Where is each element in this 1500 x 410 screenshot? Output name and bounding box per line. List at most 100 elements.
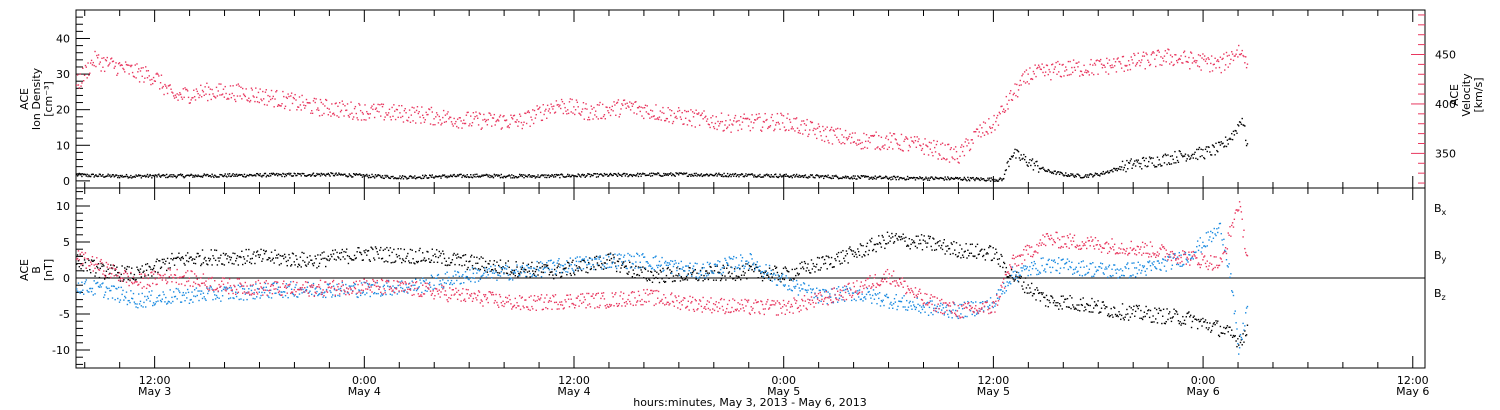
density-point — [631, 175, 634, 178]
velocity-point — [225, 92, 227, 95]
bx-point — [817, 269, 820, 271]
velocity-point — [694, 126, 696, 128]
velocity-point — [893, 133, 896, 135]
top-panel-frame — [75, 9, 1426, 189]
bx-point — [220, 254, 222, 256]
velocity-point — [87, 62, 89, 64]
density-point — [748, 173, 751, 176]
velocity-series — [76, 44, 1249, 164]
density-point — [1073, 176, 1076, 178]
by-point — [515, 268, 517, 271]
density-point — [718, 172, 720, 175]
bx-point — [489, 260, 491, 262]
velocity-point — [488, 112, 490, 114]
by-point — [159, 294, 161, 297]
velocity-point — [443, 121, 446, 123]
velocity-point — [1131, 59, 1133, 61]
density-point — [86, 173, 88, 176]
bx-point — [788, 279, 791, 281]
density-point — [1127, 161, 1130, 164]
bx-point — [542, 271, 544, 274]
b-tick-label: -5 — [59, 308, 70, 321]
bx-point — [928, 237, 931, 240]
velocity-point — [179, 93, 182, 96]
velocity-point — [857, 139, 859, 141]
bx-point — [271, 259, 274, 261]
density-point — [1086, 176, 1088, 178]
bx-point — [352, 259, 355, 261]
bx-point — [1104, 307, 1106, 310]
bx-point — [741, 265, 744, 267]
bx-point — [774, 267, 777, 270]
density-point — [889, 176, 891, 179]
density-point — [79, 173, 81, 176]
velocity-point — [1127, 60, 1130, 62]
density-point — [862, 175, 864, 177]
density-point — [207, 175, 210, 178]
density-point — [786, 175, 788, 178]
bx-point — [108, 277, 110, 279]
by-point — [421, 277, 424, 280]
by-point — [773, 272, 775, 275]
velocity-point — [993, 114, 995, 117]
density-point — [410, 175, 413, 178]
bx-point — [460, 257, 462, 259]
bx-point — [374, 246, 377, 248]
velocity-point — [1238, 44, 1240, 47]
by-point — [391, 294, 393, 296]
velocity-point — [245, 88, 247, 90]
bx-point — [337, 256, 339, 258]
bx-point — [145, 263, 147, 266]
density-point — [1212, 145, 1215, 147]
bx-point — [1167, 318, 1169, 321]
by-point — [124, 297, 127, 299]
bx-point — [193, 262, 195, 265]
by-point — [755, 263, 758, 266]
velocity-point — [850, 142, 852, 144]
bx-point — [737, 275, 739, 278]
density-point — [505, 175, 508, 178]
b-tick-label: 10 — [56, 200, 70, 213]
bx-point — [662, 267, 664, 270]
bx-point — [235, 257, 238, 260]
bx-point — [515, 261, 517, 263]
bx-point — [1182, 322, 1185, 325]
bx-point — [462, 255, 464, 257]
by-point — [657, 264, 660, 266]
bx-point — [503, 272, 505, 274]
by-point — [261, 291, 263, 294]
bx-point — [274, 249, 276, 251]
bx-point — [597, 264, 600, 267]
density-point — [620, 174, 622, 176]
by-point — [503, 273, 505, 275]
velocity-point — [665, 117, 668, 120]
density-point — [232, 173, 234, 175]
bx-point — [280, 262, 282, 265]
density-point — [1222, 142, 1224, 144]
velocity-point — [156, 72, 158, 75]
velocity-point — [470, 125, 473, 127]
bx-point — [1008, 276, 1010, 278]
by-point — [806, 291, 808, 294]
velocity-point — [373, 103, 375, 106]
density-point — [977, 177, 980, 180]
by-point — [634, 267, 636, 269]
by-point — [111, 297, 114, 299]
density-point — [599, 173, 601, 176]
velocity-point — [726, 126, 729, 128]
density-point — [1017, 150, 1020, 153]
density-point — [1065, 172, 1067, 174]
velocity-point — [612, 110, 614, 112]
velocity-point — [457, 127, 460, 129]
velocity-point — [916, 136, 918, 138]
velocity-point — [710, 117, 712, 119]
bx-point — [561, 271, 564, 274]
density-point — [322, 173, 324, 175]
by-point — [662, 270, 664, 273]
density-point — [1214, 154, 1216, 156]
velocity-point — [309, 102, 311, 104]
bx-point — [1001, 255, 1003, 258]
density-point — [120, 175, 122, 178]
velocity-point — [826, 126, 828, 128]
density-point — [369, 176, 371, 179]
